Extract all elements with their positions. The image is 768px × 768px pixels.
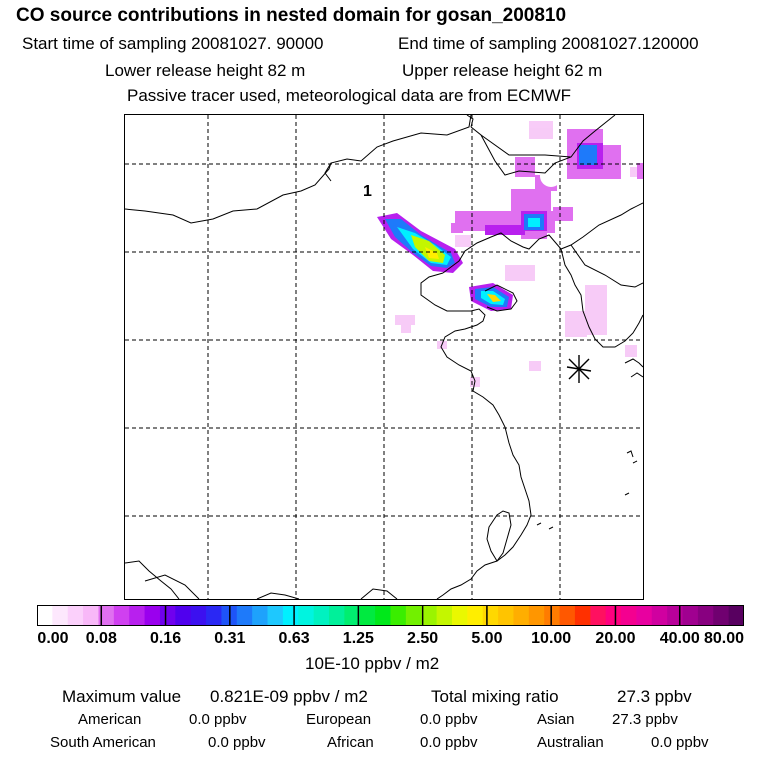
colorbar-cell (206, 605, 222, 626)
colorbar-cell (190, 605, 207, 626)
colorbar-cell (252, 605, 269, 626)
tracer-note: Passive tracer used, meteorological data… (127, 86, 572, 105)
colorbar-cell (667, 605, 684, 626)
colorbar-cell (83, 605, 99, 626)
map-panel: 1 (124, 114, 644, 600)
colorbar-cell (344, 605, 361, 626)
colorbar-cell (37, 605, 53, 626)
colorbar-cell (436, 605, 453, 626)
colorbar-cell (651, 605, 668, 626)
colorbar-cell (390, 605, 407, 626)
source-label: 1 (363, 183, 372, 200)
colorbar (37, 605, 744, 626)
colorbar-cell (559, 605, 576, 626)
colorbar-cell (605, 605, 622, 626)
coastlines (125, 115, 643, 599)
colorbar-cell (621, 605, 637, 626)
map-canvas: 1 (125, 115, 643, 599)
colorbar-cell (590, 605, 607, 626)
region-name: American (78, 711, 142, 728)
colorbar-cell (144, 605, 161, 626)
colorbar-tick-label: 80.00 (703, 630, 745, 647)
colorbar-cell (129, 605, 146, 626)
region-value: 27.3 ppbv (612, 711, 678, 728)
total-mixing-value: 27.3 ppbv (617, 687, 692, 706)
colorbar-cell (67, 605, 84, 626)
colorbar-cell (728, 605, 744, 626)
colorbar-tick-label: 20.00 (595, 630, 636, 647)
colorbar-tick-label: 0.63 (278, 630, 310, 647)
max-value: 0.821E-09 ppbv / m2 (210, 687, 368, 706)
colorbar-cell (421, 605, 438, 626)
colorbar-tick-label: 5.00 (471, 630, 503, 647)
colorbar-cell (98, 605, 115, 626)
receptor-asterisk-icon (566, 355, 592, 383)
colorbar-cell (282, 605, 299, 626)
upper-release-height: Upper release height 62 m (402, 61, 603, 80)
colorbar-cell (359, 605, 376, 626)
max-value-label: Maximum value (62, 687, 182, 706)
colorbar-cell (329, 605, 345, 626)
colorbar-tick-label: 40.00 (659, 630, 700, 647)
colorbar-tick-label: 10.00 (531, 630, 572, 647)
colorbar-cell (574, 605, 591, 626)
region-value: 0.0 ppbv (420, 711, 478, 728)
colorbar-cell (313, 605, 330, 626)
colorbar-cell (636, 605, 653, 626)
colorbar-cell (236, 605, 253, 626)
colorbar-cell (513, 605, 530, 626)
colorbar-units: 10E-10 ppbv / m2 (305, 654, 440, 673)
region-value: 0.0 ppbv (651, 734, 709, 751)
region-name: South American (50, 734, 156, 751)
colorbar-cell (405, 605, 422, 626)
colorbar-cell (697, 605, 714, 626)
region-name: European (306, 711, 372, 728)
colorbar-tick-label: 0.08 (85, 630, 117, 647)
region-name: African (327, 734, 374, 751)
colorbar-cell (159, 605, 176, 626)
colorbar-cell (52, 605, 69, 626)
colorbar-tick-label: 0.16 (149, 630, 182, 647)
region-name: Asian (537, 711, 575, 728)
colorbar-tick-label: 1.25 (342, 630, 374, 647)
colorbar-cell (544, 605, 561, 626)
colorbar-tick-label: 2.50 (407, 630, 439, 647)
lower-release-height: Lower release height 82 m (105, 61, 306, 80)
start-sampling-time: Start time of sampling 20081027. 90000 (22, 34, 324, 53)
colorbar-cell (713, 605, 730, 626)
region-value: 0.0 ppbv (208, 734, 266, 751)
end-sampling-time: End time of sampling 20081027.120000 (398, 34, 699, 53)
grid-lines (125, 115, 643, 599)
colorbar-cell (298, 605, 315, 626)
plot-title: CO source contributions in nested domain… (16, 5, 567, 26)
colorbar-cell (482, 605, 499, 626)
colorbar-cell (528, 605, 545, 626)
colorbar-cell (451, 605, 468, 626)
region-value: 0.0 ppbv (420, 734, 478, 751)
region-name: Australian (537, 734, 604, 751)
colorbar-cell (682, 605, 699, 626)
colorbar-cell (467, 605, 484, 626)
colorbar-cell (375, 605, 391, 626)
colorbar-cell (113, 605, 130, 626)
colorbar-cell (175, 605, 192, 626)
colorbar-tick-label: 0.00 (37, 630, 69, 647)
colorbar-cell (267, 605, 284, 626)
total-mixing-label: Total mixing ratio (431, 687, 559, 706)
colorbar-tick-label: 0.31 (214, 630, 246, 647)
colorbar-cell (498, 605, 514, 626)
region-value: 0.0 ppbv (189, 711, 247, 728)
